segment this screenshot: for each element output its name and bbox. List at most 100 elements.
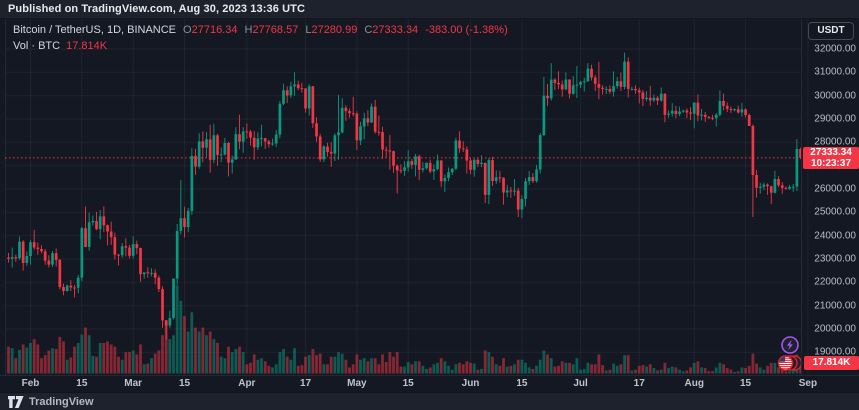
candle-body xyxy=(91,221,95,223)
volume-bar xyxy=(465,361,469,374)
volume-bar xyxy=(560,361,564,374)
candle-body xyxy=(421,168,425,170)
time-axis-label-Sep: Sep xyxy=(798,378,818,389)
candle-body xyxy=(634,88,637,91)
candle-body xyxy=(366,118,370,123)
volume-bar xyxy=(150,358,153,374)
candle-body xyxy=(377,131,381,133)
volume-bar xyxy=(333,356,337,374)
volume-bar xyxy=(579,369,582,374)
candle-body xyxy=(10,257,14,259)
volume-bar xyxy=(403,366,406,374)
volume-bar xyxy=(54,349,58,374)
volume-bar xyxy=(43,355,47,374)
volume-bar xyxy=(73,346,76,374)
candle-body xyxy=(322,146,326,160)
volume-bar xyxy=(450,369,454,374)
volume-bar xyxy=(359,359,362,374)
candle-body xyxy=(296,84,300,89)
time-axis-label-Feb: Feb xyxy=(21,378,40,389)
candle-body xyxy=(520,199,524,210)
price-axis[interactable]: USDT 32000.00 31000.00 30000.00 29000.00 280… xyxy=(801,18,859,375)
candle-body xyxy=(282,90,285,104)
candle-body xyxy=(329,151,333,154)
candle-body xyxy=(289,86,293,96)
candle-body xyxy=(586,68,590,82)
candle-body xyxy=(714,114,718,119)
volume-legend-label: Vol · BTC xyxy=(13,40,61,52)
candle-body xyxy=(252,137,256,148)
candle-body xyxy=(542,95,546,136)
volume-bar xyxy=(601,365,604,374)
candle-body xyxy=(384,149,388,151)
volume-bar xyxy=(300,365,304,374)
volume-bar xyxy=(784,371,788,374)
price-axis-label: 26000.00 xyxy=(814,183,856,195)
volume-bar xyxy=(667,368,670,374)
volume-bar xyxy=(546,354,549,374)
candle-body xyxy=(362,118,366,127)
candle-body xyxy=(494,177,498,181)
volume-bar xyxy=(344,359,348,374)
candle-body xyxy=(733,109,736,111)
volume-bar xyxy=(505,366,509,374)
volume-bar xyxy=(751,353,755,374)
candle-body xyxy=(106,225,109,232)
ohlc-value-C: 27333.34 xyxy=(372,24,419,36)
candlestick-series xyxy=(7,52,802,340)
price-axis-label: 28000.00 xyxy=(814,136,856,148)
candle-body xyxy=(678,111,681,115)
volume-bar xyxy=(769,362,773,374)
volume-bar xyxy=(553,366,557,374)
volume-bar xyxy=(87,335,91,374)
candle-body xyxy=(135,244,139,249)
volume-bar xyxy=(278,352,282,374)
currency-toggle-button[interactable]: USDT xyxy=(808,22,854,40)
candle-body xyxy=(659,93,663,101)
volume-bar xyxy=(777,367,780,374)
volume-bar xyxy=(428,367,432,374)
candle-body xyxy=(773,179,777,193)
flag-stripe xyxy=(778,367,793,369)
time-axis[interactable]: Feb 15 Mar 15 Apr 17 May 15 Jun 15 Jul 17 Aug 15 Sep xyxy=(0,375,859,393)
time-axis-label-15: 15 xyxy=(516,378,528,389)
footer-bar: TradingView xyxy=(0,392,859,410)
candle-body xyxy=(465,149,469,161)
volume-bar xyxy=(619,364,623,374)
volume-bar xyxy=(238,346,241,374)
volume-bar xyxy=(58,336,62,374)
candle-body xyxy=(234,134,238,160)
candle-body xyxy=(161,289,164,321)
volume-bar xyxy=(634,369,637,374)
volume-bar xyxy=(564,362,568,374)
candle-body xyxy=(593,77,597,84)
flag-stripe xyxy=(778,364,793,365)
volume-bar xyxy=(568,362,571,374)
price-axis-label: 23000.00 xyxy=(814,253,856,265)
flag-stripe xyxy=(778,362,793,364)
candle-body xyxy=(373,106,377,132)
candle-body xyxy=(579,81,582,85)
volume-bar xyxy=(131,350,135,374)
volume-bar xyxy=(527,367,531,374)
candle-body xyxy=(194,155,197,167)
volume-bar xyxy=(377,364,381,374)
volume-bar xyxy=(623,355,626,374)
candle-body xyxy=(271,143,274,145)
volume-bar xyxy=(175,285,179,374)
volume-bar xyxy=(604,370,608,374)
volume-bar xyxy=(161,335,164,374)
candle-body xyxy=(469,160,472,170)
volume-bar xyxy=(476,369,480,374)
volume-bar xyxy=(7,346,10,374)
volume-bar xyxy=(241,352,245,374)
volume-bar xyxy=(674,367,678,374)
volume-bar xyxy=(18,349,21,374)
candle-body xyxy=(131,244,135,256)
candle-body xyxy=(7,257,10,259)
candle-body xyxy=(73,287,76,289)
tradingview-logo-icon[interactable] xyxy=(8,396,24,408)
volume-bar xyxy=(590,364,593,374)
